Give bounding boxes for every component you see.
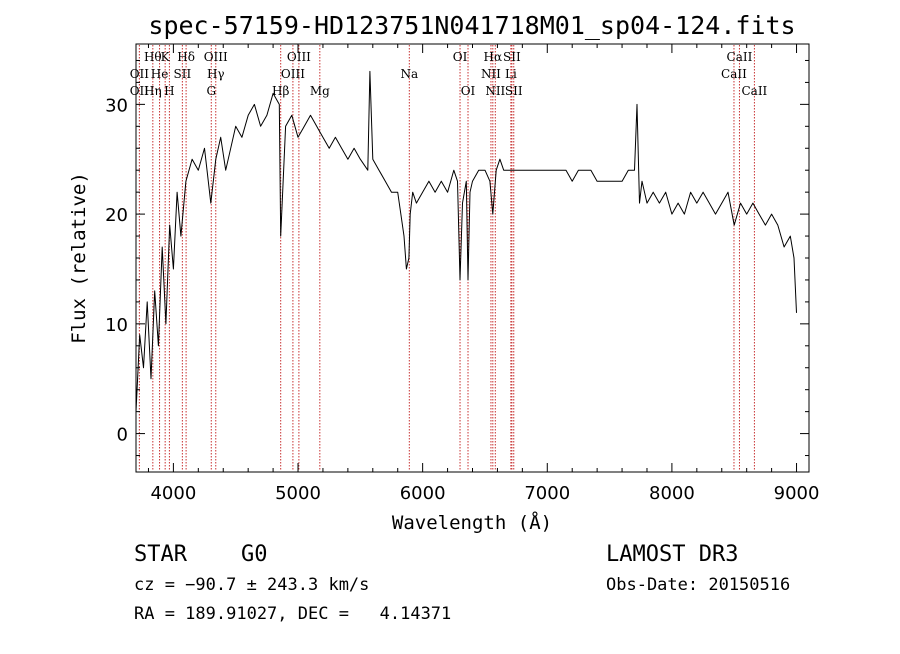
- spectrum-series: [135, 70, 797, 412]
- line-marker-label: He: [151, 67, 169, 81]
- y-tick-label: 0: [117, 425, 128, 446]
- line-marker-label: Hδ: [177, 50, 195, 64]
- chart-title: spec-57159-HD123751N041718M01_sp04-124.f…: [148, 11, 795, 40]
- line-marker-label: SII: [503, 50, 521, 64]
- y-tick-label: 30: [105, 95, 128, 116]
- object-subclass: G0: [241, 542, 268, 567]
- line-marker-label: OIII: [287, 50, 311, 64]
- line-marker-label: OIII: [204, 50, 228, 64]
- line-marker-label: CaII: [741, 84, 767, 98]
- y-tick-label: 20: [105, 205, 128, 226]
- x-tick-label: 9000: [774, 483, 820, 504]
- line-marker-label: OI: [461, 84, 476, 98]
- y-axis-title: Flux (relative): [68, 172, 90, 344]
- line-marker-label: OI: [453, 50, 468, 64]
- line-marker-label: Hα: [484, 50, 503, 64]
- line-marker-label: Hβ: [272, 84, 289, 98]
- coordinates: RA = 189.91027, DEC = 4.14371: [134, 604, 451, 624]
- line-marker-label: Hη: [144, 84, 162, 98]
- line-marker-label: G: [206, 84, 216, 98]
- line-marker-label: NII: [481, 67, 501, 81]
- x-tick-label: 8000: [649, 483, 695, 504]
- line-marker-label: K: [161, 50, 171, 64]
- survey-name: LAMOST DR3: [606, 542, 738, 567]
- redshift-cz: cz = −90.7 ± 243.3 km/s: [134, 575, 369, 595]
- x-tick-label: 6000: [400, 483, 446, 504]
- line-marker-label: Li: [505, 67, 517, 81]
- line-marker-label: CaII: [727, 50, 753, 64]
- y-tick-label: 10: [105, 315, 128, 336]
- plot-frame: [135, 43, 810, 473]
- line-marker-label: NII: [485, 84, 505, 98]
- line-marker-label: SII: [505, 84, 523, 98]
- object-class: STAR: [134, 542, 188, 567]
- x-tick-label: 7000: [524, 483, 570, 504]
- line-marker-label: OII: [130, 84, 150, 98]
- line-marker-label: Na: [400, 67, 418, 81]
- x-axis-ticks: 4000 5000 6000 7000 8000 9000: [147, 44, 820, 504]
- spectral-line-markers: [138, 45, 755, 471]
- x-tick-label: 5000: [275, 483, 321, 504]
- line-marker-label: CaII: [721, 67, 747, 81]
- line-marker-label: H: [164, 84, 174, 98]
- line-marker-label: Hγ: [207, 67, 225, 81]
- x-tick-label: 4000: [150, 483, 196, 504]
- line-marker-label: SII: [174, 67, 192, 81]
- obs-date: Obs-Date: 20150516: [606, 575, 790, 595]
- line-marker-label: OII: [130, 67, 150, 81]
- line-marker-label: Hθ: [144, 50, 162, 64]
- spectrum-line: [135, 70, 797, 412]
- y-axis-ticks: 0 10 20 30: [105, 59, 809, 457]
- line-marker-label: Mg: [310, 84, 330, 98]
- line-marker-label: OIII: [281, 67, 305, 81]
- x-axis-title: Wavelength (Å): [392, 511, 552, 534]
